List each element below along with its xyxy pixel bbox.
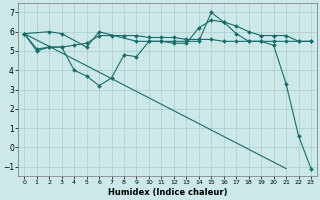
X-axis label: Humidex (Indice chaleur): Humidex (Indice chaleur): [108, 188, 228, 197]
